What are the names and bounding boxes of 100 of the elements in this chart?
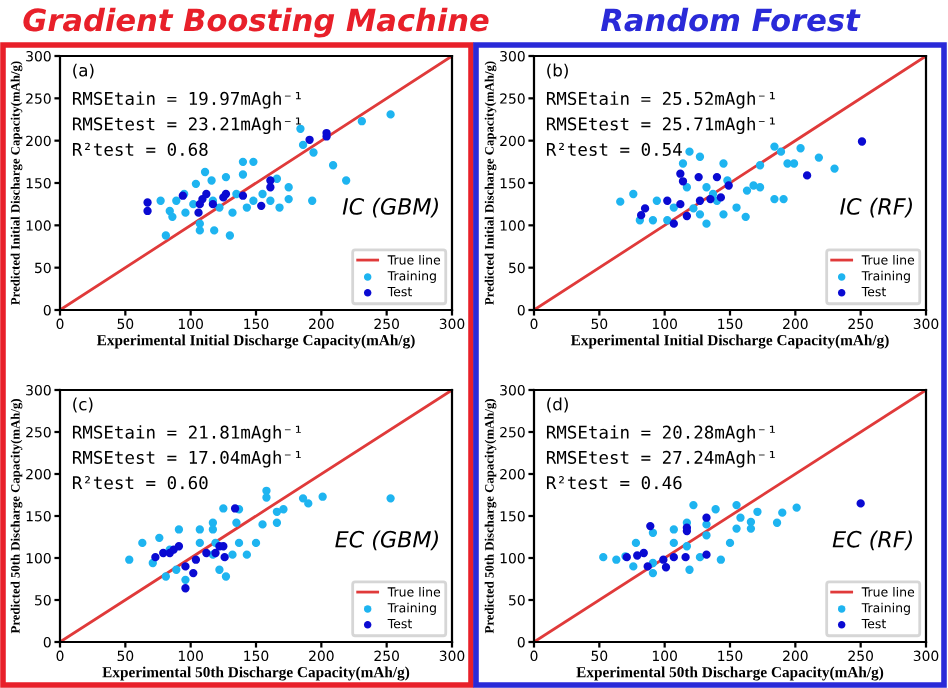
point bbox=[678, 159, 688, 168]
point bbox=[181, 584, 190, 593]
point bbox=[755, 161, 765, 170]
point bbox=[779, 194, 788, 204]
point bbox=[776, 147, 786, 156]
point bbox=[225, 231, 235, 240]
point bbox=[676, 169, 685, 178]
annotation: RMSEtain = 19.97mAgh⁻¹ bbox=[72, 91, 301, 109]
point bbox=[770, 142, 779, 151]
point bbox=[232, 518, 241, 527]
point bbox=[792, 503, 801, 512]
point bbox=[195, 226, 204, 235]
point bbox=[643, 562, 652, 571]
annotation: (b) bbox=[547, 63, 568, 79]
point bbox=[770, 194, 779, 204]
point bbox=[174, 542, 184, 551]
point bbox=[143, 198, 152, 207]
point bbox=[298, 494, 308, 503]
point bbox=[719, 159, 728, 168]
annotation: RMSEtain = 20.28mAgh⁻¹ bbox=[546, 425, 775, 443]
point bbox=[174, 525, 184, 534]
point bbox=[802, 171, 812, 180]
point bbox=[724, 181, 733, 190]
chart-title: Random Forest bbox=[600, 7, 861, 32]
point bbox=[151, 552, 160, 562]
point bbox=[215, 565, 224, 574]
point bbox=[669, 525, 678, 534]
point bbox=[219, 504, 228, 513]
point bbox=[298, 140, 308, 150]
point bbox=[194, 208, 203, 217]
point bbox=[215, 203, 224, 212]
annotation: RMSEtest = 23.21mAgh⁻¹ bbox=[72, 116, 301, 135]
point bbox=[138, 538, 147, 548]
point bbox=[208, 525, 218, 534]
point bbox=[191, 179, 201, 189]
point bbox=[251, 538, 261, 548]
point bbox=[753, 507, 762, 516]
point bbox=[168, 212, 177, 222]
point bbox=[220, 552, 229, 562]
point bbox=[669, 219, 678, 228]
point bbox=[676, 200, 685, 209]
point bbox=[685, 147, 694, 156]
point bbox=[681, 552, 690, 562]
point bbox=[386, 110, 395, 119]
point bbox=[646, 521, 655, 531]
point bbox=[663, 216, 672, 225]
point bbox=[857, 137, 867, 146]
point bbox=[814, 153, 824, 162]
point bbox=[682, 542, 692, 551]
point bbox=[221, 572, 231, 581]
point bbox=[308, 196, 317, 205]
point bbox=[328, 161, 338, 170]
annotation: RMSEtain = 21.81mAgh⁻¹ bbox=[72, 425, 301, 443]
point bbox=[284, 194, 293, 204]
point bbox=[249, 196, 258, 205]
point bbox=[629, 562, 638, 571]
point bbox=[659, 555, 668, 564]
point bbox=[636, 211, 646, 220]
point bbox=[856, 499, 865, 508]
point bbox=[195, 538, 204, 548]
point bbox=[191, 555, 201, 564]
point bbox=[631, 538, 641, 548]
point bbox=[258, 189, 267, 199]
point bbox=[386, 494, 395, 503]
point bbox=[616, 197, 625, 206]
point bbox=[689, 500, 698, 510]
point bbox=[669, 552, 678, 562]
point bbox=[156, 196, 165, 205]
point bbox=[143, 206, 152, 216]
annotation: IC (RF) bbox=[840, 197, 912, 218]
point bbox=[652, 196, 661, 205]
point bbox=[181, 575, 190, 585]
point bbox=[755, 183, 765, 192]
point bbox=[249, 157, 258, 166]
point bbox=[272, 174, 282, 183]
point bbox=[702, 219, 711, 228]
point bbox=[742, 186, 752, 195]
point bbox=[778, 508, 787, 517]
point bbox=[200, 167, 210, 177]
point bbox=[234, 538, 244, 548]
point bbox=[195, 200, 204, 209]
annotation: EC (RF) bbox=[832, 530, 912, 551]
point bbox=[272, 507, 282, 516]
point bbox=[210, 226, 219, 235]
point bbox=[633, 551, 642, 560]
point bbox=[695, 210, 705, 219]
annotation: R²test = 0.60 bbox=[72, 476, 208, 490]
point bbox=[238, 191, 248, 200]
point bbox=[682, 211, 692, 221]
point bbox=[195, 525, 204, 534]
point bbox=[172, 565, 181, 574]
point bbox=[702, 531, 711, 540]
point bbox=[125, 555, 134, 564]
point bbox=[732, 203, 741, 212]
point bbox=[639, 548, 648, 558]
chart-title: Gradient Boosting Machine bbox=[23, 7, 489, 38]
point bbox=[357, 117, 367, 126]
point bbox=[242, 550, 252, 559]
point bbox=[712, 172, 722, 182]
point bbox=[629, 189, 638, 199]
